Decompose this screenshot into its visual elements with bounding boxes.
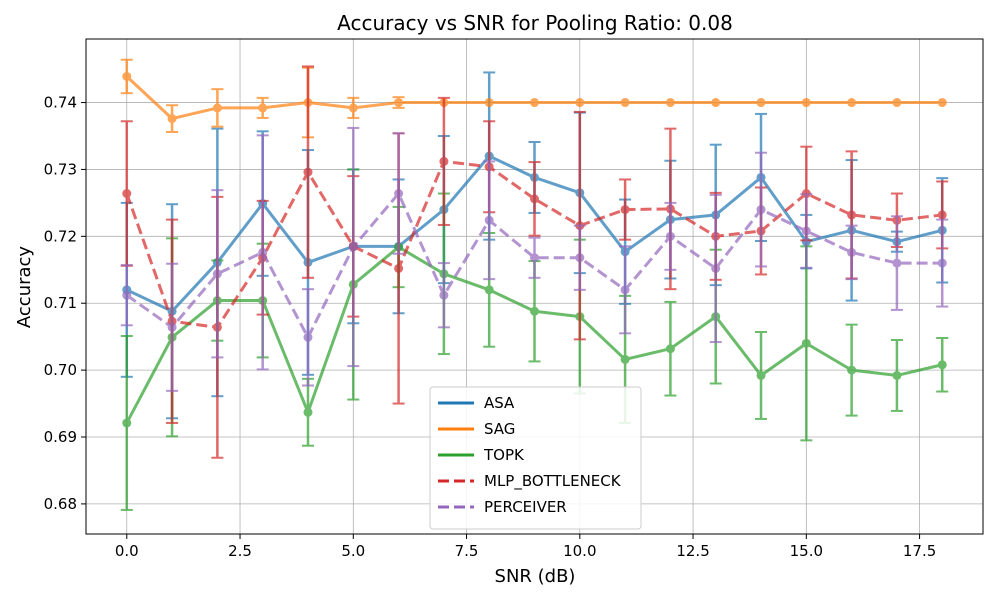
y-axis-title: Accuracy <box>14 246 35 329</box>
data-point <box>892 258 902 268</box>
data-point <box>711 263 721 273</box>
data-point <box>847 98 857 108</box>
legend-label: TOPK <box>483 446 525 464</box>
x-tick-label: 10.0 <box>563 542 596 560</box>
data-point <box>937 258 947 268</box>
data-point <box>756 205 766 215</box>
x-axis-title: SNR (dB) <box>495 566 576 587</box>
y-tick-label: 0.71 <box>44 294 77 312</box>
y-tick-label: 0.74 <box>44 94 77 112</box>
data-point <box>394 98 404 108</box>
data-point <box>801 338 811 348</box>
data-point <box>937 210 947 220</box>
data-point <box>575 253 585 263</box>
data-point <box>212 103 222 113</box>
data-point <box>937 360 947 370</box>
data-point <box>258 247 268 257</box>
data-point <box>530 194 539 204</box>
data-point <box>801 226 811 236</box>
data-point <box>530 306 539 316</box>
data-point <box>484 285 494 295</box>
data-point <box>665 231 675 241</box>
x-tick-label: 0.0 <box>115 542 139 560</box>
data-point <box>348 242 358 252</box>
data-point <box>439 290 449 300</box>
plot-frame <box>85 38 984 535</box>
data-point <box>122 290 132 300</box>
data-point <box>620 205 630 215</box>
data-point <box>394 263 404 273</box>
data-point <box>756 98 766 108</box>
legend-label: MLP_BOTTLENECK <box>484 472 622 491</box>
y-tick-label: 0.69 <box>44 428 77 446</box>
data-point <box>303 407 313 417</box>
legend: ASA SAG TOPK MLP_BOTTLENECK PERCEIVER <box>429 386 642 530</box>
data-point <box>167 114 177 124</box>
x-tick-label: 15.0 <box>790 542 823 560</box>
series-sag <box>120 58 947 139</box>
series-perceiver <box>120 126 949 392</box>
data-point <box>937 98 947 108</box>
x-tick-label: 12.5 <box>676 542 709 560</box>
data-point <box>122 418 132 428</box>
data-point <box>847 365 857 375</box>
data-point <box>620 98 630 108</box>
chart-title: Accuracy vs SNR for Pooling Ratio: 0.08 <box>337 11 733 35</box>
legend-label: SAG <box>484 420 515 438</box>
data-point <box>620 354 630 364</box>
data-point <box>303 332 313 342</box>
data-point <box>665 98 675 108</box>
y-tick-label: 0.68 <box>44 495 77 513</box>
data-point <box>847 210 857 220</box>
x-tick-label: 7.5 <box>455 542 479 560</box>
data-point <box>212 269 222 279</box>
x-tick-label: 5.0 <box>341 542 365 560</box>
y-tick-label: 0.72 <box>44 227 77 245</box>
data-point <box>122 189 132 199</box>
legend-label: ASA <box>484 394 515 412</box>
data-point <box>394 189 404 199</box>
data-point <box>167 322 177 332</box>
data-point <box>801 98 811 108</box>
axes: 0.0 2.5 5.0 7.5 10.0 12.5 15.0 17.5 0.68 0.69 0.70… <box>44 94 937 560</box>
data-point <box>484 98 494 108</box>
data-point <box>756 370 766 380</box>
data-point <box>484 215 494 225</box>
y-tick-label: 0.73 <box>44 160 77 178</box>
x-tick-label: 2.5 <box>228 542 252 560</box>
data-point <box>847 247 857 257</box>
data-point <box>258 103 268 113</box>
data-point <box>530 98 539 108</box>
legend-label: PERCEIVER <box>484 498 567 516</box>
data-point <box>620 285 630 295</box>
data-point <box>530 253 539 263</box>
y-tick-label: 0.70 <box>44 361 77 379</box>
data-point <box>892 98 902 108</box>
data-point <box>892 370 902 380</box>
legend-box <box>429 386 642 530</box>
data-point <box>303 167 313 177</box>
data-point <box>122 71 132 81</box>
data-point <box>665 344 675 354</box>
x-tick-label: 17.5 <box>903 542 936 560</box>
data-point <box>439 156 449 166</box>
data-point <box>348 103 358 113</box>
data-point <box>711 98 721 108</box>
series-layer <box>120 58 949 511</box>
data-point <box>575 98 585 108</box>
